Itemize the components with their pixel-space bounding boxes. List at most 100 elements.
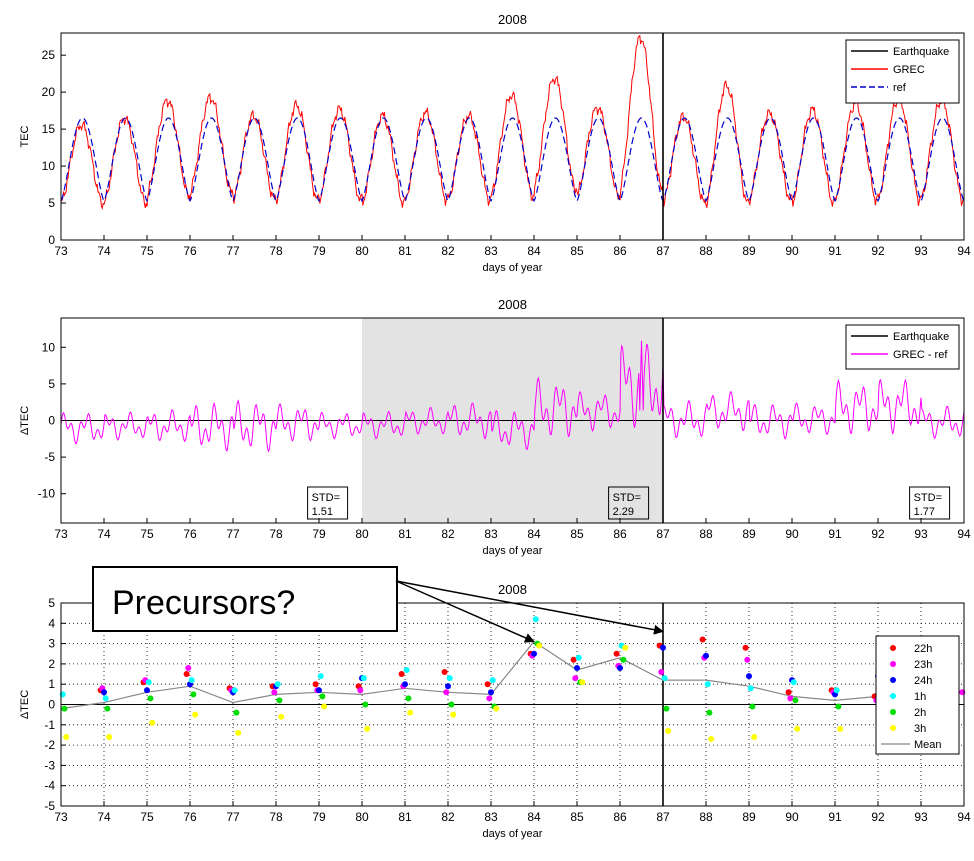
x-axis-label: days of year — [483, 545, 543, 557]
point-23h — [185, 665, 192, 671]
point-24h — [488, 689, 494, 696]
legend-label-24h: 24h — [914, 675, 932, 687]
y-tick-label: 0 — [48, 698, 55, 712]
legend-label-2h: 2h — [914, 707, 926, 719]
point-24h — [402, 681, 408, 688]
y-tick-label: 4 — [48, 616, 55, 630]
point-3h — [235, 729, 242, 736]
y-tick-label: 2 — [48, 657, 55, 671]
point-3h — [708, 736, 715, 742]
point-3h — [579, 679, 586, 686]
point-1h — [145, 679, 152, 686]
legend-label-earthquake: Earthquake — [893, 46, 949, 58]
x-tick-label: 94 — [957, 527, 971, 541]
point-22h — [312, 681, 319, 688]
x-tick-label: 77 — [226, 527, 240, 541]
x-tick-label: 87 — [656, 810, 670, 824]
x-tick-label: 94 — [957, 810, 971, 824]
point-24h — [445, 683, 451, 690]
legend-swatch-3h — [890, 725, 896, 731]
x-tick-label: 81 — [398, 810, 412, 824]
point-23h — [787, 695, 794, 702]
x-tick-label: 91 — [828, 527, 842, 541]
x-tick-label: 83 — [484, 244, 498, 258]
x-tick-label: 75 — [140, 527, 154, 541]
legend-label-23h: 23h — [914, 659, 932, 671]
legend: Earthquake GREC - ref — [845, 324, 960, 370]
plot-area — [61, 33, 964, 240]
point-3h — [665, 727, 672, 734]
x-tick-label: 79 — [312, 244, 326, 258]
point-2h — [792, 697, 799, 704]
x-tick-label: 76 — [183, 810, 197, 824]
x-tick-label: 84 — [527, 810, 541, 824]
tec-panel: 2008 days of year TEC 73 74 75 76 77 78 79 80 81 82 8… — [19, 12, 971, 274]
x-tick-label: 92 — [871, 810, 885, 824]
x-tick-label: 90 — [785, 244, 799, 258]
mean-series-line — [60, 640, 879, 710]
point-3h — [450, 711, 457, 718]
x-tick-label: 85 — [570, 527, 584, 541]
y-tick-label: -5 — [44, 450, 55, 464]
x-tick-label: 87 — [656, 527, 670, 541]
std-annotation-value: 1.77 — [914, 506, 935, 518]
x-tick-label: 82 — [441, 527, 455, 541]
point-23h — [443, 689, 450, 696]
point-1h — [274, 681, 281, 688]
point-2h — [663, 705, 670, 712]
point-2h — [319, 693, 326, 700]
point-1h — [403, 667, 410, 673]
x-axis-label: days of year — [483, 828, 543, 840]
point-22h — [484, 681, 491, 688]
std-annotation-value: 1.51 — [312, 506, 333, 518]
point-3h — [493, 705, 500, 712]
point-24h — [574, 665, 580, 671]
point-22h — [183, 671, 190, 677]
point-2h — [233, 709, 240, 716]
std-annotation-box — [608, 486, 650, 520]
x-tick-label: 78 — [269, 810, 283, 824]
precursors-callout: Precursors? — [92, 566, 664, 643]
point-24h — [703, 652, 709, 659]
point-2h — [190, 691, 197, 698]
point-3h — [536, 642, 543, 649]
x-tick-label: 88 — [699, 527, 713, 541]
legend-swatch-1h — [890, 693, 896, 699]
x-tick-label: 80 — [355, 527, 369, 541]
y-tick-label: 5 — [48, 196, 55, 210]
point-3h — [321, 703, 328, 710]
point-1h — [360, 675, 367, 682]
point-22h — [785, 689, 792, 696]
x-tick-label: 84 — [527, 527, 541, 541]
x-tick-label: 88 — [699, 810, 713, 824]
legend-label-grec: GREC — [893, 64, 925, 76]
legend: 22h 23h 24h 1h 2h 3h Mean — [875, 635, 960, 755]
x-tick-label: 88 — [699, 244, 713, 258]
std-annotation-box — [909, 486, 951, 520]
point-1h — [188, 677, 195, 684]
legend-swatch-24h — [890, 677, 896, 683]
point-24h — [617, 665, 623, 671]
point-2h — [706, 709, 713, 716]
point-3h — [837, 725, 844, 732]
std-annotation-value: 2.29 — [613, 506, 634, 518]
x-tick-label: 79 — [312, 810, 326, 824]
point-24h — [531, 650, 537, 657]
hourly-delta-tec-panel: 2008 days of year ΔTEC 73 74 75 76 77 78 79 80 81 82… — [19, 582, 971, 840]
x-tick-label: 79 — [312, 527, 326, 541]
std-annotation: STD= 1.77 — [909, 486, 951, 520]
point-3h — [149, 719, 156, 726]
legend: Earthquake GREC ref — [845, 39, 960, 104]
x-tick-label: 75 — [140, 244, 154, 258]
point-24h — [746, 673, 752, 680]
point-3h — [106, 734, 113, 740]
legend-label-22h: 22h — [914, 643, 932, 655]
legend-label-earthquake: Earthquake — [893, 331, 949, 343]
legend-swatch-23h — [890, 661, 896, 667]
chart-title: 2008 — [498, 297, 527, 312]
y-axis-label: ΔTEC — [19, 690, 31, 719]
point-2h — [147, 695, 154, 702]
point-1h — [833, 687, 840, 694]
